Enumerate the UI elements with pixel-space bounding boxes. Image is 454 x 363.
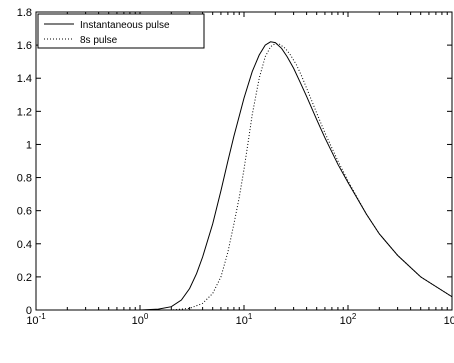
x-tick-exponent: 2 — [352, 312, 357, 321]
x-tick-label: 100 — [132, 312, 149, 327]
x-axis-ticks: 10-1100101102103 — [26, 12, 454, 327]
x-tick-exponent: 1 — [248, 312, 253, 321]
y-tick-label: 0.6 — [17, 206, 32, 218]
x-tick-base: 10 — [340, 315, 352, 327]
series-layer — [108, 41, 453, 311]
x-tick-exponent: 0 — [144, 312, 149, 321]
x-tick-label: 101 — [236, 312, 253, 327]
y-tick-label: 0 — [26, 305, 32, 317]
y-tick-label: 1.4 — [17, 73, 32, 85]
x-tick-label: 10-1 — [26, 312, 46, 327]
y-tick-label: 1.2 — [17, 106, 32, 118]
legend-label-instantaneous: Instantaneous pulse — [80, 20, 170, 31]
legend-box — [37, 13, 205, 49]
y-axis-ticks: 0 0.2 0.4 0.6 0.8 1 1.2 1.4 1.6 1.8 — [17, 7, 452, 317]
series-line-0 — [108, 41, 453, 311]
legend: Instantaneous pulse 8s pulse — [37, 13, 205, 49]
plot-area — [35, 11, 453, 311]
x-tick-base: 10 — [236, 315, 248, 327]
x-tick-base: 10 — [26, 315, 38, 327]
y-tick-label: 1 — [26, 139, 32, 151]
x-tick-exponent: -1 — [39, 312, 47, 321]
y-tick-label: 1.8 — [17, 7, 32, 19]
y-tick-label: 0.2 — [17, 272, 32, 284]
y-tick-label: 0.4 — [17, 239, 32, 251]
y-tick-label: 1.6 — [17, 40, 32, 52]
series-line-1 — [140, 42, 453, 311]
x-tick-base: 10 — [132, 315, 144, 327]
x-tick-base: 10 — [444, 315, 454, 327]
y-tick-label: 0.8 — [17, 173, 32, 185]
legend-label-8s: 8s pulse — [80, 35, 118, 46]
x-tick-label: 102 — [340, 312, 357, 327]
x-tick-label: 103 — [444, 312, 454, 327]
